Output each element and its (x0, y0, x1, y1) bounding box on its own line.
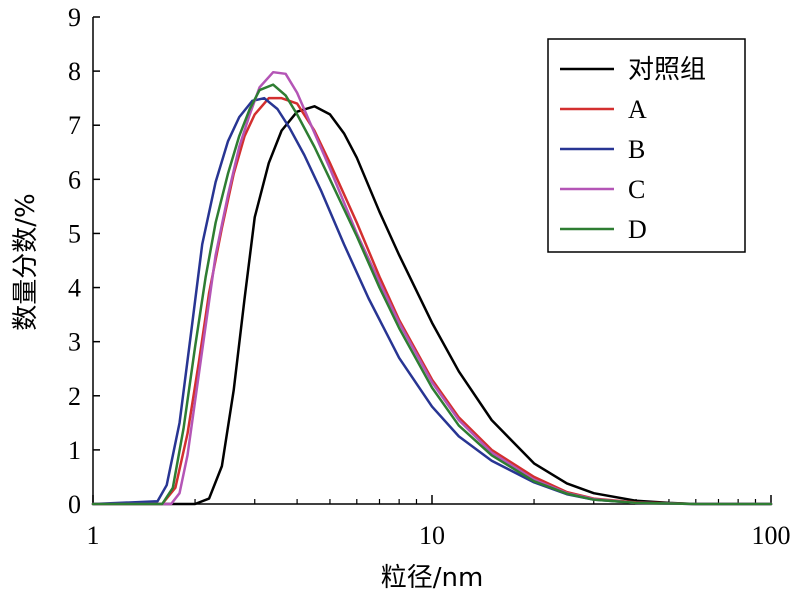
y-tick-label: 7 (68, 111, 81, 140)
x-tick-label: 1 (87, 521, 100, 550)
x-axis-title: 粒径/nm (381, 563, 484, 593)
legend-label-3: C (628, 175, 645, 204)
y-tick-label: 9 (68, 3, 81, 32)
legend-label-2: B (628, 135, 645, 164)
x-tick-label: 100 (752, 521, 791, 550)
y-tick-label: 4 (68, 274, 81, 303)
y-tick-label: 0 (68, 490, 81, 519)
y-axis-ticks: 0 1 2 3 4 5 6 7 8 9 (68, 3, 100, 519)
y-tick-label: 1 (68, 436, 81, 465)
series-lines (91, 70, 773, 506)
legend-label-1: A (628, 95, 647, 124)
legend-label-4: D (628, 215, 647, 244)
legend-box (547, 38, 746, 253)
y-axis-title: 数量分数/% (11, 193, 41, 330)
y-tick-label: 5 (68, 219, 81, 248)
series-line-4 (91, 83, 773, 506)
y-tick-label: 2 (68, 382, 81, 411)
x-tick-label: 10 (419, 521, 445, 550)
series-line-0 (91, 105, 773, 506)
y-tick-label: 3 (68, 328, 81, 357)
legend-label-0: 对照组 (628, 55, 706, 85)
y-tick-label: 6 (68, 165, 81, 194)
y-tick-label: 8 (68, 57, 81, 86)
